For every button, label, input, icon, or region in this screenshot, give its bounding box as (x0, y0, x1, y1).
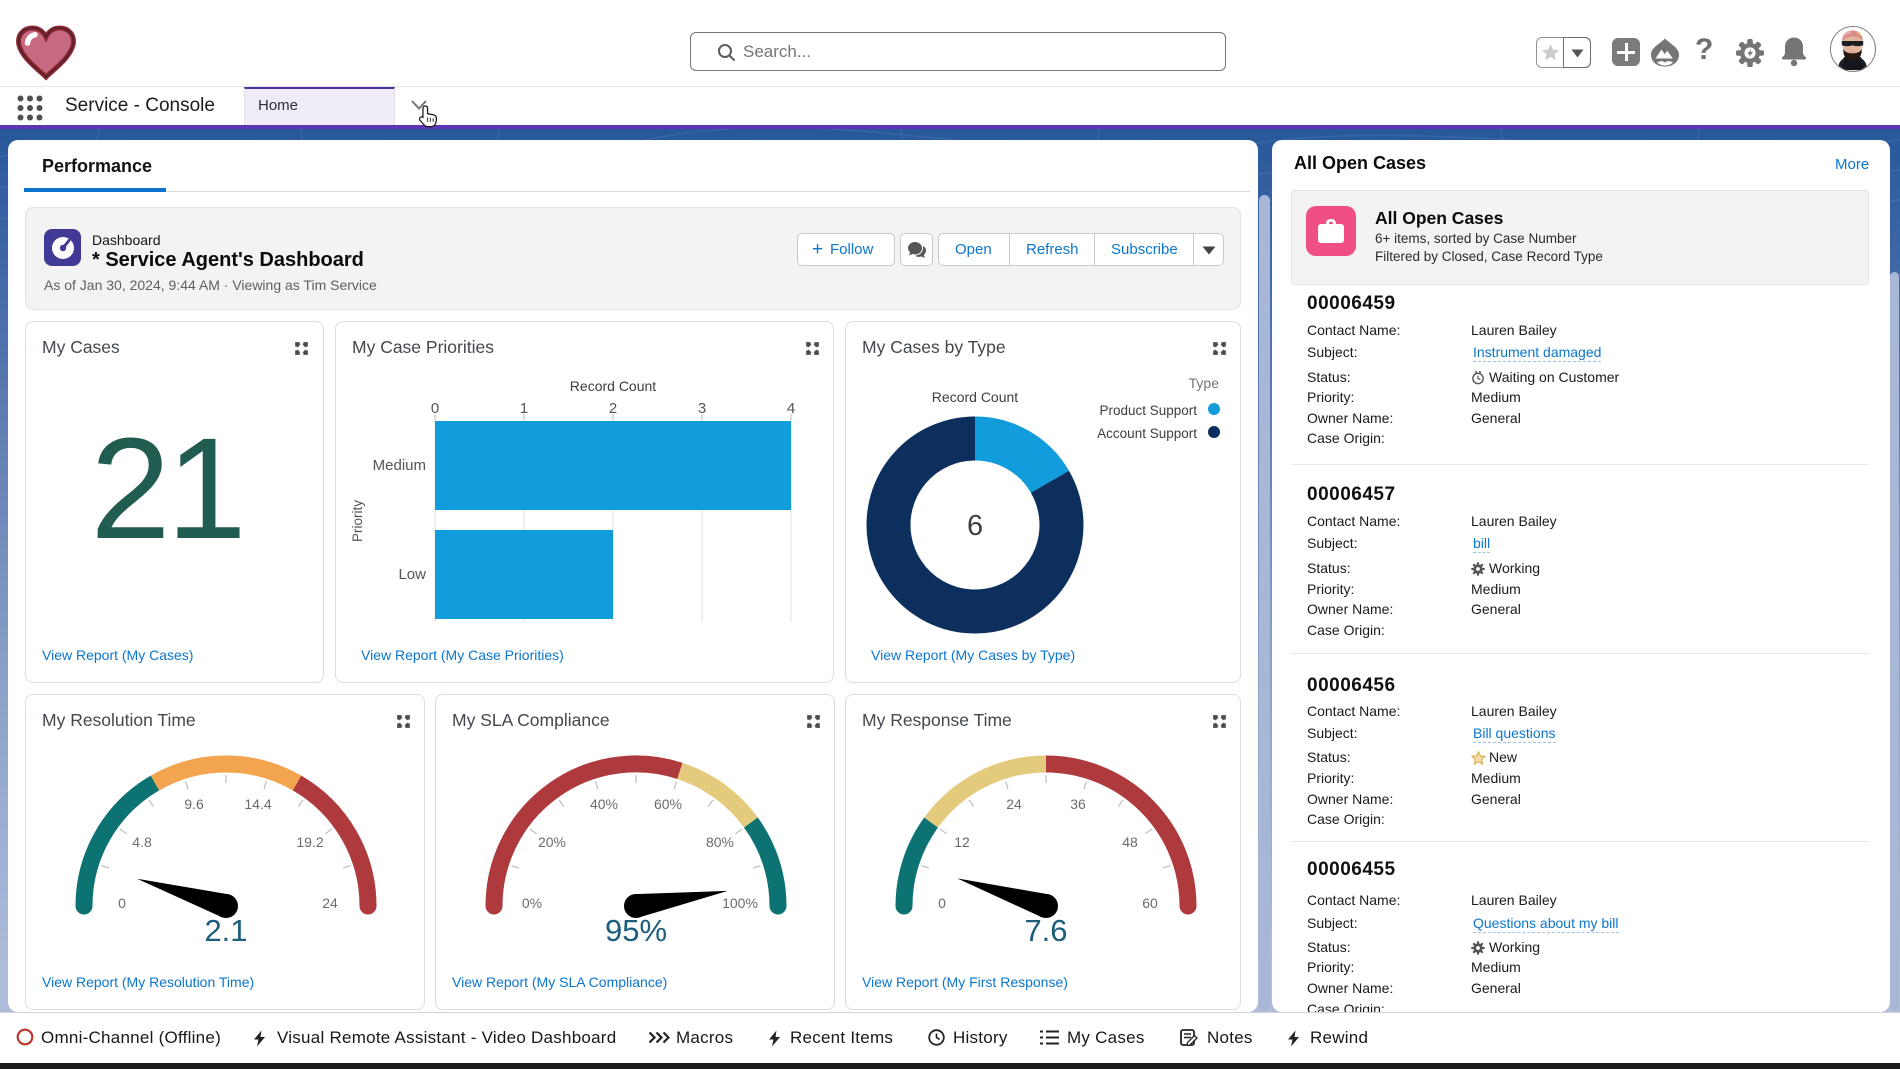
svg-text:24: 24 (322, 895, 338, 911)
svg-text:0: 0 (118, 895, 126, 911)
svg-text:12: 12 (954, 834, 970, 850)
svg-text:1: 1 (520, 400, 528, 417)
svg-text:Product Support: Product Support (1099, 403, 1197, 418)
svg-text:Record Count: Record Count (570, 378, 656, 394)
svg-text:14.4: 14.4 (244, 796, 271, 812)
svg-text:19.2: 19.2 (296, 834, 323, 850)
svg-text:60%: 60% (654, 796, 682, 812)
svg-text:4: 4 (787, 400, 795, 417)
svg-text:9.6: 9.6 (184, 796, 204, 812)
svg-text:Account Support: Account Support (1097, 426, 1197, 441)
svg-text:100%: 100% (722, 895, 758, 911)
svg-text:40%: 40% (590, 796, 618, 812)
svg-text:80%: 80% (706, 834, 734, 850)
svg-text:36: 36 (1070, 796, 1086, 812)
svg-text:0: 0 (431, 400, 439, 417)
svg-text:Type: Type (1189, 375, 1220, 391)
svg-text:3: 3 (698, 400, 706, 417)
svg-text:2.1: 2.1 (204, 913, 247, 948)
svg-text:Priority: Priority (350, 500, 365, 542)
svg-text:95%: 95% (605, 913, 667, 948)
svg-text:0%: 0% (522, 895, 542, 911)
svg-text:4.8: 4.8 (132, 834, 152, 850)
svg-text:6: 6 (967, 510, 983, 542)
svg-text:48: 48 (1122, 834, 1138, 850)
svg-text:0: 0 (938, 895, 946, 911)
svg-text:Medium: Medium (373, 457, 426, 474)
svg-text:24: 24 (1006, 796, 1022, 812)
svg-text:60: 60 (1142, 895, 1158, 911)
svg-text:Low: Low (398, 566, 426, 583)
svg-text:2: 2 (609, 400, 617, 417)
svg-text:20%: 20% (538, 834, 566, 850)
svg-text:Record Count: Record Count (932, 389, 1018, 405)
svg-text:7.6: 7.6 (1024, 913, 1067, 948)
